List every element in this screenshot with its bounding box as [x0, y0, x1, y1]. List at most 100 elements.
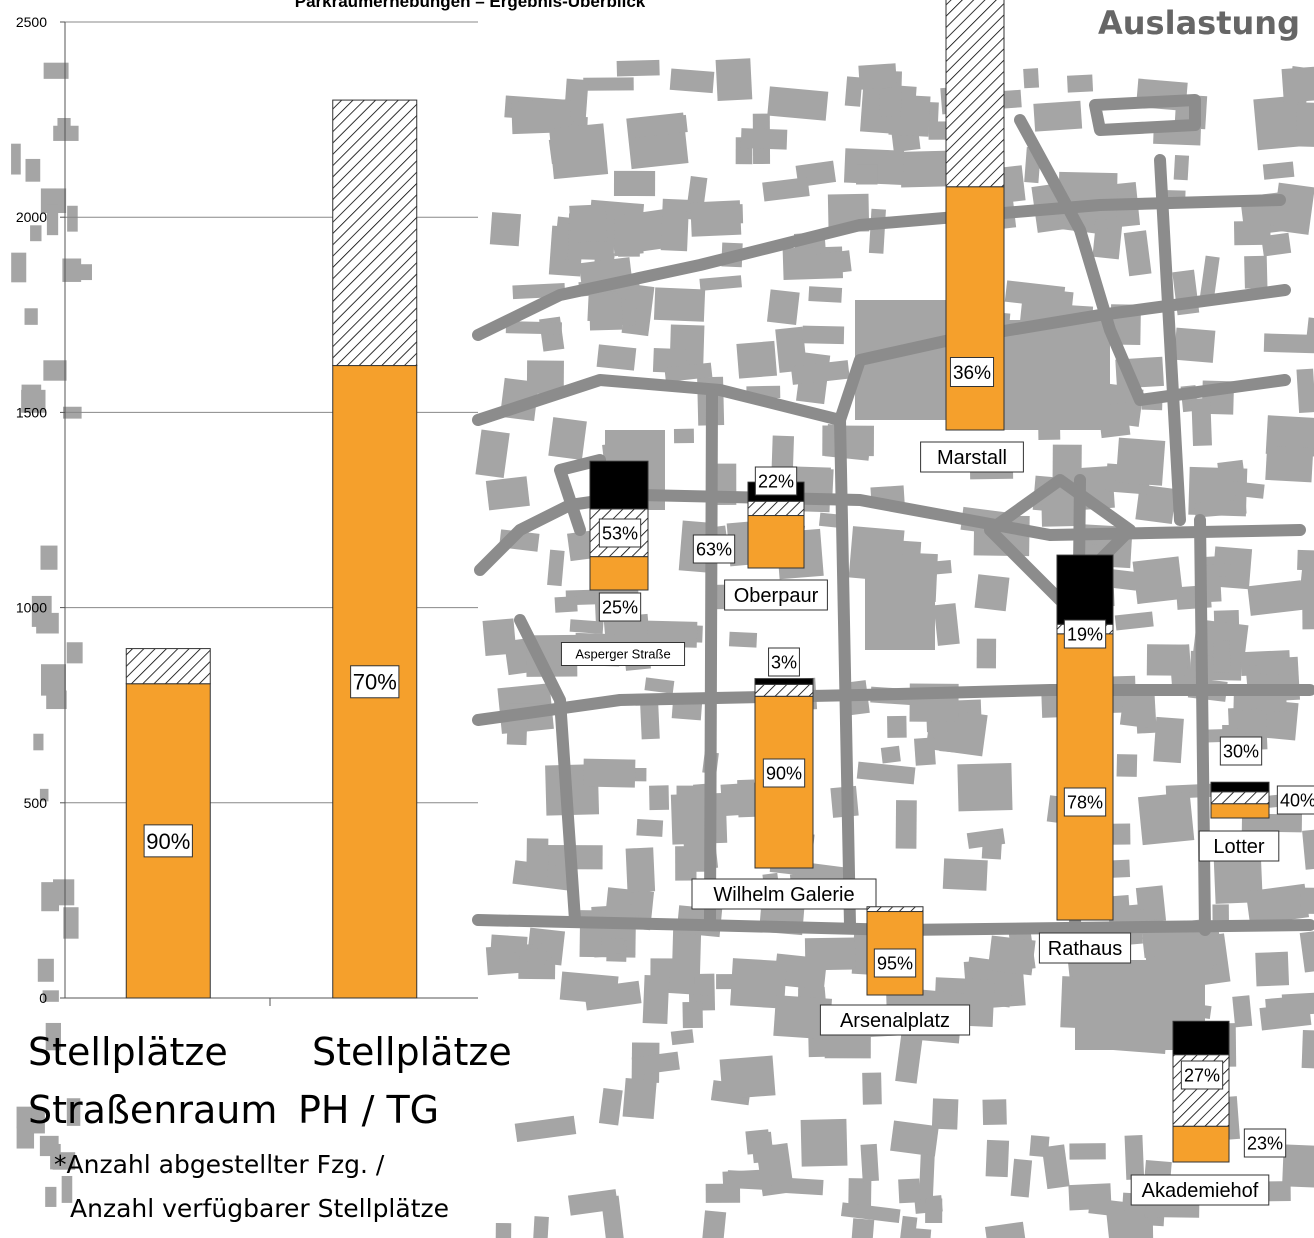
map-building [1299, 925, 1314, 973]
y-tick-label: 1500 [16, 404, 47, 420]
map-building [981, 832, 1003, 860]
garage-name-label-text: Oberpaur [734, 585, 819, 607]
map-building [11, 252, 27, 283]
map-building [1259, 1002, 1312, 1031]
map-building [1109, 823, 1131, 845]
map-building [596, 344, 637, 371]
garage-percent-label-box [762, 758, 806, 788]
garage-bar-orange [1172, 1125, 1230, 1163]
garage-name-label-box [920, 441, 1024, 473]
map-building [569, 619, 604, 634]
map-building [636, 819, 664, 837]
map-building [16, 1126, 35, 1149]
map-building [1232, 995, 1253, 1028]
map-building [1010, 1158, 1033, 1198]
map-building [569, 204, 608, 243]
map-building [803, 467, 834, 499]
map-building [511, 99, 572, 135]
map-building [670, 1029, 694, 1046]
map-building [490, 934, 528, 954]
map-building [767, 86, 829, 121]
map-building [40, 545, 58, 570]
garage-bar-black [1210, 781, 1270, 793]
map-building [549, 123, 609, 180]
garage-percent-label-text: 95% [877, 953, 913, 973]
garage-name-label: Oberpaur [724, 579, 828, 611]
map-building [895, 800, 917, 849]
map-building [856, 164, 878, 185]
map-building [567, 530, 595, 562]
map-building [505, 321, 562, 335]
garage-percent-label-box [949, 357, 995, 387]
map-building [800, 1118, 848, 1167]
garage-name-label-box [1038, 932, 1132, 964]
map-building [1302, 593, 1314, 630]
map-building [942, 858, 988, 891]
map-building [1041, 1144, 1070, 1190]
map-building [1173, 154, 1190, 181]
map-building [824, 423, 872, 461]
map-building [1069, 1143, 1106, 1160]
map-building [868, 208, 886, 254]
map-building [840, 1202, 901, 1224]
map-building [775, 326, 808, 373]
y-tick-label: 2500 [16, 14, 47, 30]
map-building [1255, 951, 1290, 987]
map-building [1233, 220, 1271, 246]
garage-name-label-text: Lotter [1213, 836, 1264, 858]
map-building [773, 995, 832, 1040]
garage-percent-label-text: 36% [953, 363, 991, 384]
garage-percent-label-text: 30% [1223, 741, 1259, 761]
garage-percent-label: 19% [1063, 619, 1107, 649]
map-building [750, 1131, 774, 1164]
garage-percent-label-text: 23% [1247, 1133, 1283, 1153]
garage-name-label-box [691, 878, 877, 910]
map-building [547, 549, 565, 587]
map-building [719, 1055, 776, 1100]
garage-oberpaur: 22% 63% Oberpaur [692, 466, 828, 611]
caption-garage-line1: Stellplätze [312, 1030, 512, 1074]
map-building [700, 1210, 727, 1238]
footnote-marker: * [54, 1150, 67, 1179]
garage-percent-label: 40% [1276, 785, 1314, 815]
map-building [11, 143, 21, 175]
map-building [625, 847, 656, 893]
map-building [559, 971, 619, 1005]
map-building [475, 429, 510, 479]
map-building [1023, 68, 1040, 89]
garage-percent-label-box [1180, 1060, 1224, 1090]
map-building [1199, 255, 1220, 303]
map-building [43, 360, 67, 381]
bar-label: 90% [143, 824, 193, 858]
garage-marstall: 36% Marstall [920, 0, 1024, 473]
map-building [24, 308, 38, 325]
garage-percent-label: 95% [873, 948, 917, 978]
garage-percent-label: 25% [598, 592, 642, 622]
bar-label-text: 70% [353, 670, 397, 695]
map-building [46, 204, 59, 236]
map-building [66, 1098, 81, 1126]
caption-street-line1: Stellplätze [28, 1030, 228, 1074]
map-building [16, 1106, 32, 1129]
bar-segment-free [125, 648, 211, 685]
chart-title: Parkraumerhebungen – Ergebnis-Überblick [294, 0, 646, 11]
garage-percent-label-text: 63% [696, 539, 732, 559]
map-building [589, 293, 623, 331]
garage-name-label: Akademiehof [1130, 1174, 1270, 1206]
garage-name-label-box [724, 579, 828, 611]
map-building [722, 1169, 772, 1188]
garage-name-label-text: Wilhelm Galerie [713, 884, 854, 906]
map-building [553, 216, 573, 260]
map-building [30, 1107, 45, 1134]
map-building [957, 763, 1013, 812]
map-building [42, 990, 59, 1002]
map-building [1191, 398, 1212, 447]
map-building [898, 1178, 921, 1204]
map-building [57, 117, 71, 133]
garage-bar-hatch [1210, 791, 1270, 805]
garage-name-label-box [560, 642, 686, 666]
map-building [583, 758, 636, 788]
map-building [1153, 716, 1184, 764]
map-building [1115, 437, 1166, 486]
map-building [690, 200, 742, 237]
